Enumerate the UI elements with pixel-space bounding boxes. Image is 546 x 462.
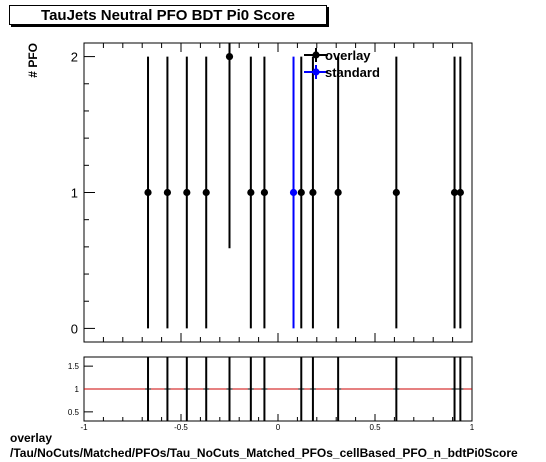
ratio-y-tick-label: 1 [75, 385, 80, 394]
y-tick-label: 2 [71, 50, 78, 65]
legend-label-standard: standard [325, 65, 380, 80]
overlay-point [450, 188, 459, 197]
overlay-point [456, 188, 464, 197]
y-axis-label: # PFO [26, 43, 40, 78]
overlay-point [392, 188, 400, 197]
plot-title: TauJets Neutral PFO BDT Pi0 Score [41, 7, 295, 24]
ratio-x-tick-label: 0 [276, 423, 281, 432]
overlay-point [225, 52, 234, 61]
overlay-point [309, 188, 317, 197]
footer-label: overlay [10, 431, 53, 445]
overlay-point [297, 188, 305, 197]
legend-marker-overlay [312, 51, 320, 59]
y-tick-label: 0 [71, 321, 78, 336]
y-tick-label: 1 [71, 186, 78, 201]
ratio-x-tick-label: -1 [80, 423, 88, 432]
plot-title-box: TauJets Neutral PFO BDT Pi0 Score [9, 5, 327, 25]
overlay-point [183, 188, 191, 197]
standard-point [289, 188, 298, 197]
overlay-point [260, 188, 269, 197]
overlay-point [144, 188, 152, 197]
overlay-point [334, 188, 342, 197]
main-plot-frame [83, 42, 473, 343]
overlay-point [202, 188, 210, 197]
ratio-y-tick-label: 0.5 [68, 408, 80, 417]
footer-path: /Tau/NoCuts/Matched/PFOs/Tau_NoCuts_Matc… [10, 446, 518, 460]
ratio-x-tick-label: 1 [470, 423, 475, 432]
legend-marker-standard [312, 68, 320, 76]
overlay-point [247, 188, 255, 197]
legend-label-overlay: overlay [325, 48, 371, 63]
ratio-y-tick-label: 1.5 [68, 362, 80, 371]
overlay-point [163, 188, 172, 197]
ratio-x-tick-label: 0.5 [369, 423, 381, 432]
ratio-x-tick-label: -0.5 [174, 423, 188, 432]
